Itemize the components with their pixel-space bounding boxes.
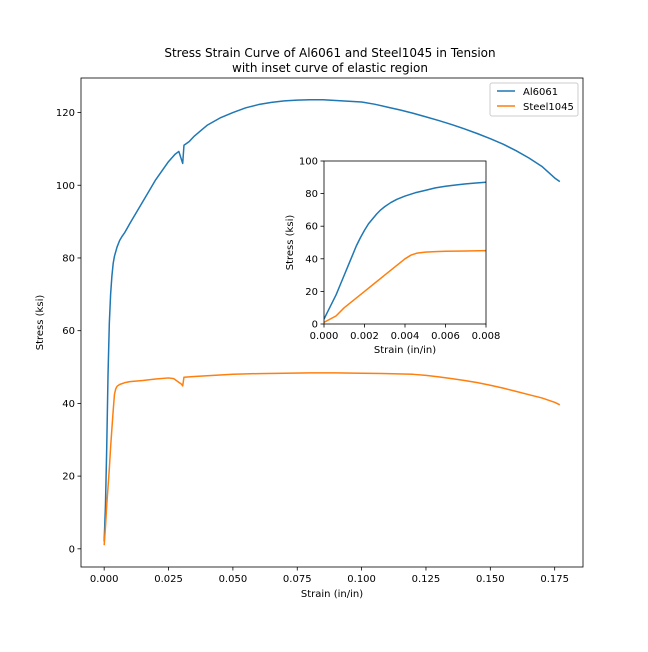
main-y-tick-label: 100 bbox=[56, 181, 75, 192]
main-series-line-steel1045 bbox=[103, 372, 561, 546]
inset-y-tick-label: 20 bbox=[305, 287, 318, 298]
main-y-tick-label: 60 bbox=[62, 326, 75, 337]
inset-y-tick-label: 60 bbox=[305, 222, 318, 233]
inset-x-tick-label: 0.004 bbox=[391, 331, 420, 342]
main-lines bbox=[103, 99, 561, 546]
main-y-tick-label: 120 bbox=[56, 108, 75, 119]
main-y-tick-label: 80 bbox=[62, 253, 75, 264]
main-x-tick-label: 0.025 bbox=[154, 574, 183, 585]
main-x-tick-label: 0.150 bbox=[476, 574, 505, 585]
legend: Al6061 Steel1045 bbox=[489, 82, 579, 117]
main-y-tick-label: 20 bbox=[62, 472, 75, 483]
main-series-line-al6061 bbox=[103, 99, 561, 542]
inset-y-axis-label: Stress (ksi) bbox=[285, 215, 296, 271]
inset-x-tick-label: 0.000 bbox=[310, 331, 339, 342]
main-y-tick-label: 0 bbox=[69, 544, 75, 555]
main-x-tick-label: 0.175 bbox=[540, 574, 569, 585]
inset-y-tick-label: 0 bbox=[312, 320, 318, 331]
inset-y-tick-label: 100 bbox=[299, 157, 318, 168]
inset-x-tick-label: 0.008 bbox=[472, 331, 501, 342]
chart-subtitle: with inset curve of elastic region bbox=[232, 61, 428, 75]
inset-lines bbox=[324, 181, 486, 324]
main-x-tick-label: 0.100 bbox=[347, 574, 376, 585]
inset-series-line-orange bbox=[324, 249, 486, 324]
main-y-tick-label: 40 bbox=[62, 399, 75, 410]
main-x-tick-label: 0.125 bbox=[412, 574, 441, 585]
inset-y-tick-label: 40 bbox=[305, 254, 318, 265]
inset-series-line-blue bbox=[324, 181, 486, 320]
main-x-tick-label: 0.050 bbox=[219, 574, 248, 585]
main-x-tick-label: 0.075 bbox=[283, 574, 312, 585]
inset-x-tick-label: 0.002 bbox=[350, 331, 379, 342]
inset-plot-background bbox=[324, 161, 486, 324]
legend-label-al6061: Al6061 bbox=[523, 87, 558, 98]
main-frame bbox=[80, 77, 584, 568]
main-axes: 0.000 0.025 0.050 0.075 0.100 0.125 0.150 0.175… bbox=[35, 77, 584, 600]
inset-x-axis-label: Strain (in/in) bbox=[374, 345, 436, 356]
inset-y-tick-label: 80 bbox=[305, 189, 318, 200]
inset-x-tick-label: 0.006 bbox=[431, 331, 460, 342]
main-x-tick-label: 0.000 bbox=[90, 574, 119, 585]
main-y-axis-label: Stress (ksi) bbox=[35, 295, 46, 351]
chart-title: Stress Strain Curve of Al6061 and Steel1… bbox=[164, 46, 495, 60]
legend-label-steel1045: Steel1045 bbox=[523, 102, 574, 113]
inset-axes: 0.000 0.002 0.004 0.006 0.008 0 20 40 60 80 100 Str… bbox=[285, 157, 500, 357]
main-x-axis-label: Strain (in/in) bbox=[301, 589, 363, 600]
